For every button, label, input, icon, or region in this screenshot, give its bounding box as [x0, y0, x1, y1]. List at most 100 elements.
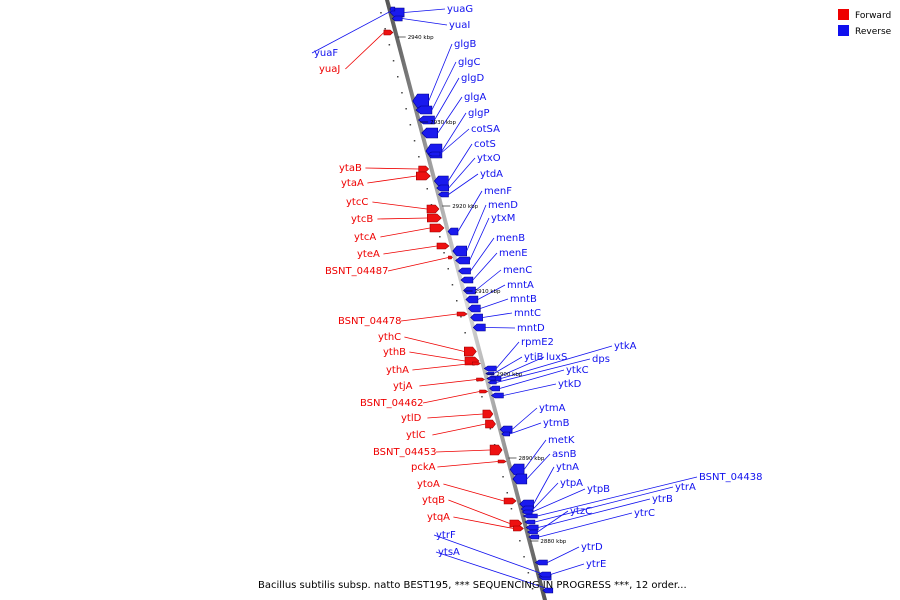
- gene-label[interactable]: menF: [484, 186, 512, 197]
- gene-label[interactable]: mntC: [514, 308, 541, 319]
- gene-feature-block[interactable]: [418, 165, 430, 173]
- gene-feature-block[interactable]: [521, 509, 533, 515]
- gene-label[interactable]: ytkC: [566, 365, 589, 376]
- gene-feature-block[interactable]: [426, 213, 442, 223]
- gene-cots[interactable]: cotS: [433, 139, 496, 187]
- gene-ytre[interactable]: ytrE: [538, 559, 607, 578]
- gene-feature-block[interactable]: [489, 444, 503, 456]
- gene-label[interactable]: ytjA: [393, 381, 413, 392]
- gene-ytna[interactable]: ytnA: [519, 462, 580, 509]
- gene-ytda[interactable]: ytdA: [438, 169, 504, 198]
- gene-label[interactable]: BSNT_04453: [373, 447, 436, 458]
- gene-feature-block[interactable]: [483, 365, 497, 372]
- gene-feature-block[interactable]: [460, 276, 474, 284]
- gene-label[interactable]: ytrE: [586, 559, 606, 570]
- gene-luxs[interactable]: luxS: [486, 352, 567, 381]
- gene-dps[interactable]: dps: [487, 354, 610, 385]
- gene-label[interactable]: mntD: [517, 323, 545, 334]
- gene-label[interactable]: ytdA: [480, 169, 503, 180]
- gene-mene[interactable]: menE: [460, 248, 528, 284]
- gene-label[interactable]: yuaF: [314, 48, 338, 59]
- gene-feature-block[interactable]: [482, 409, 494, 419]
- gene-label[interactable]: ytnA: [556, 462, 579, 473]
- gene-bsnt-04462[interactable]: BSNT_04462: [360, 389, 489, 409]
- gene-ytra[interactable]: ytrA: [524, 482, 696, 525]
- gene-feature-block[interactable]: [522, 513, 538, 519]
- gene-label[interactable]: mntB: [510, 294, 537, 305]
- gene-feature-block[interactable]: [470, 313, 483, 322]
- gene-label[interactable]: ytaB: [339, 163, 362, 174]
- gene-yuaj[interactable]: yuaJ: [319, 29, 394, 75]
- gene-feature-block[interactable]: [465, 295, 479, 304]
- gene-feature-block[interactable]: [479, 389, 489, 394]
- gene-feature-block[interactable]: [501, 431, 511, 437]
- gene-label[interactable]: ytmB: [543, 418, 570, 429]
- gene-feature-block[interactable]: [391, 15, 403, 22]
- gene-feature-block[interactable]: [463, 346, 477, 357]
- gene-ytab[interactable]: ytaB: [339, 163, 430, 174]
- gene-label[interactable]: ytrA: [675, 482, 696, 493]
- gene-label[interactable]: ytrF: [436, 530, 456, 541]
- gene-feature-block[interactable]: [436, 242, 450, 250]
- gene-menb[interactable]: menB: [458, 233, 526, 275]
- gene-feature-block[interactable]: [487, 380, 497, 385]
- gene-ytld[interactable]: ytlD: [401, 409, 494, 424]
- gene-feature-block[interactable]: [476, 377, 486, 382]
- gene-pcka[interactable]: pckA: [411, 459, 507, 473]
- gene-menf[interactable]: menF: [447, 186, 512, 236]
- gene-yuai[interactable]: yuaI: [391, 15, 470, 31]
- gene-label[interactable]: ytkA: [614, 341, 637, 352]
- gene-label[interactable]: ytaA: [341, 178, 364, 189]
- gene-label[interactable]: glgC: [458, 57, 480, 68]
- gene-feature-block[interactable]: [471, 361, 481, 366]
- gene-feature-block[interactable]: [429, 223, 445, 233]
- gene-mnta[interactable]: mntA: [465, 280, 534, 304]
- gene-feature-block[interactable]: [486, 376, 496, 381]
- gene-ytrb[interactable]: ytrB: [525, 494, 673, 531]
- gene-ytxo[interactable]: ytxO: [436, 153, 501, 192]
- gene-label[interactable]: menE: [499, 248, 528, 259]
- gene-label[interactable]: ytcA: [354, 232, 376, 243]
- gene-feature-block[interactable]: [513, 525, 524, 532]
- gene-feature-block[interactable]: [415, 105, 433, 115]
- gene-feature-block[interactable]: [489, 385, 500, 392]
- gene-ytja[interactable]: ytjA: [393, 377, 486, 392]
- gene-label[interactable]: yuaG: [447, 4, 473, 15]
- gene-label[interactable]: menC: [503, 265, 532, 276]
- gene-label[interactable]: ytoA: [417, 479, 440, 490]
- gene-feature-block[interactable]: [463, 286, 476, 295]
- gene-feature-block[interactable]: [542, 587, 554, 594]
- gene-label[interactable]: glgD: [461, 73, 484, 84]
- gene-feature-block[interactable]: [467, 304, 481, 313]
- gene-yuag[interactable]: yuaG: [389, 4, 473, 18]
- gene-label[interactable]: ytlC: [406, 430, 426, 441]
- gene-bsnt-04453[interactable]: BSNT_04453: [373, 444, 503, 458]
- gene-label[interactable]: rpmE2: [521, 337, 554, 348]
- gene-feature-block[interactable]: [503, 497, 517, 505]
- gene-ytma[interactable]: ytmA: [499, 403, 566, 434]
- gene-feature-block[interactable]: [458, 267, 471, 275]
- gene-label[interactable]: ytqB: [422, 495, 445, 506]
- gene-mntc[interactable]: mntC: [470, 308, 541, 322]
- gene-label[interactable]: ytcB: [351, 214, 373, 225]
- gene-label[interactable]: pckA: [411, 462, 436, 473]
- gene-label[interactable]: ytpB: [587, 484, 610, 495]
- gene-ytcb[interactable]: ytcB: [351, 213, 442, 225]
- gene-feature-block[interactable]: [512, 473, 528, 485]
- gene-bsnt-04487[interactable]: BSNT_04487: [325, 255, 453, 277]
- gene-ytsa[interactable]: ytsA: [435, 547, 554, 594]
- gene-feature-block[interactable]: [528, 534, 540, 540]
- gene-glga[interactable]: glgA: [421, 92, 487, 139]
- gene-label[interactable]: glgB: [454, 39, 476, 50]
- gene-feature-block[interactable]: [438, 191, 449, 198]
- gene-ytoa[interactable]: ytoA: [417, 479, 517, 505]
- gene-label[interactable]: ytxM: [491, 213, 515, 224]
- gene-label[interactable]: BSNT_04478: [338, 316, 401, 327]
- gene-feature-block[interactable]: [485, 371, 495, 376]
- gene-ytpb[interactable]: ytpB: [521, 484, 610, 515]
- gene-ytaa[interactable]: ytaA: [341, 171, 431, 189]
- gene-ytzc[interactable]: ytzC: [526, 506, 593, 535]
- gene-label[interactable]: menB: [496, 233, 525, 244]
- gene-label[interactable]: BSNT_04462: [360, 398, 423, 409]
- gene-label[interactable]: ytxO: [477, 153, 501, 164]
